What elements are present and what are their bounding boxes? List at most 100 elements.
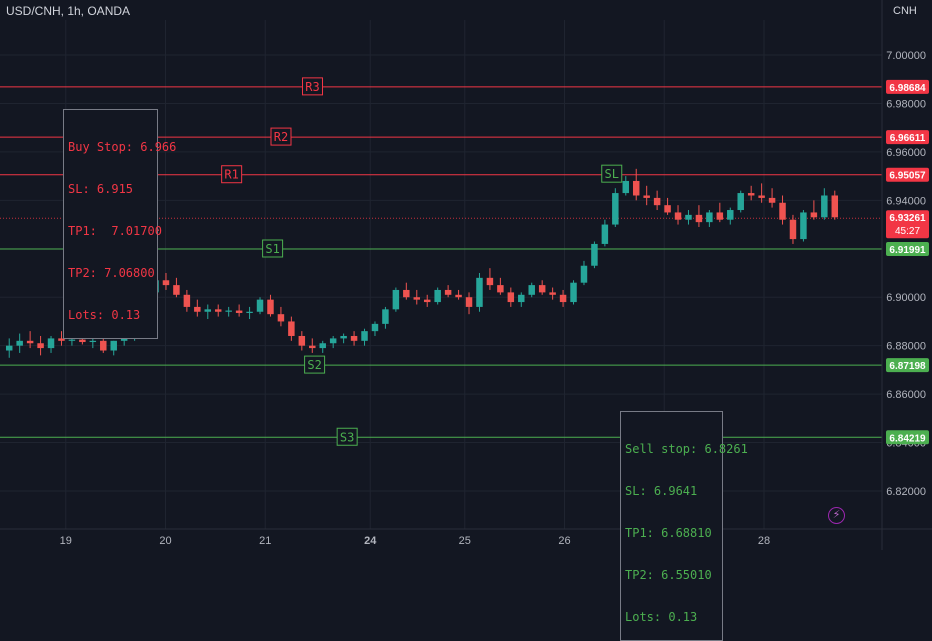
candle-up xyxy=(727,210,734,220)
candle-down xyxy=(267,299,274,315)
candle-up xyxy=(601,224,609,244)
time-tick-label: 28 xyxy=(758,535,770,547)
candle-down xyxy=(162,280,170,286)
candle-down xyxy=(549,292,556,295)
candle-down xyxy=(653,197,661,206)
candle-down xyxy=(643,195,650,198)
candle-up xyxy=(68,339,76,341)
candle-up xyxy=(434,289,441,303)
candle-down xyxy=(58,338,65,341)
time-axis[interactable]: 1920212425262728 xyxy=(0,528,932,547)
time-tick-label: 20 xyxy=(159,535,171,547)
candle-down xyxy=(26,340,34,344)
price-tick-label: 6.94000 xyxy=(886,195,926,207)
candle-up xyxy=(580,265,588,283)
candle-down xyxy=(37,343,44,349)
candle-down xyxy=(173,285,180,295)
candle-down xyxy=(497,285,504,293)
candle-down xyxy=(507,292,515,303)
price-tick-label: 6.90000 xyxy=(886,292,926,304)
candle-down xyxy=(768,197,776,203)
candle-down xyxy=(413,297,421,300)
candle-up xyxy=(706,212,713,223)
candle-down xyxy=(674,212,682,220)
buy-stop-note: Buy Stop: 6.966 SL: 6.915 TP1: 7.01700 T… xyxy=(63,109,177,339)
candle-down xyxy=(79,339,86,343)
candle-up xyxy=(685,214,692,220)
price-tick-label: 6.86000 xyxy=(886,389,926,401)
flash-icon[interactable]: ⚡ xyxy=(828,507,845,524)
candle-up xyxy=(329,338,337,344)
currency-label: CNH xyxy=(893,5,917,17)
candle-up xyxy=(392,289,400,310)
candle-up xyxy=(5,345,13,351)
candle-down xyxy=(538,285,546,293)
candle-up xyxy=(47,338,55,349)
candle-up xyxy=(225,310,232,312)
candle-down xyxy=(758,195,765,198)
candle-up xyxy=(518,294,525,303)
buy-note-line: TP1: 7.01700 xyxy=(68,224,162,238)
level-price-label: 6.95057 xyxy=(889,171,926,182)
candle-down xyxy=(789,219,797,240)
level-price-badge xyxy=(886,167,929,182)
level-tag-s1: S1 xyxy=(265,242,279,256)
candle-down xyxy=(403,289,410,298)
candle-up xyxy=(340,335,347,339)
candle-up xyxy=(110,340,117,351)
candle-down xyxy=(309,345,316,349)
candle-up xyxy=(737,193,744,211)
candle-down xyxy=(831,195,839,218)
time-tick-label: 25 xyxy=(459,535,471,547)
level-price-label: 6.96611 xyxy=(890,133,926,144)
candle-up xyxy=(204,309,212,312)
candle-down xyxy=(194,306,201,312)
candle-down xyxy=(779,202,786,220)
level-price-label: 6.91991 xyxy=(889,245,926,256)
time-tick-label: 19 xyxy=(60,535,72,547)
buy-note-line: SL: 6.915 xyxy=(68,182,134,196)
candle-up xyxy=(612,193,619,225)
level-price-label: 6.87198 xyxy=(889,361,926,372)
candle-up xyxy=(16,340,23,346)
sell-note-line: TP2: 6.55010 xyxy=(625,568,712,582)
candle-down xyxy=(559,294,567,303)
candle-up xyxy=(622,180,630,194)
symbol-title[interactable]: USD/CNH, 1h, OANDA xyxy=(6,4,131,18)
time-tick-label: 24 xyxy=(364,535,377,547)
bar-countdown: 45:27 xyxy=(895,226,920,237)
level-tag-r1: R1 xyxy=(224,168,238,182)
candle-up xyxy=(476,277,483,307)
level-price-label: 6.84219 xyxy=(889,433,926,444)
candle-down xyxy=(100,340,107,351)
time-tick-label: 26 xyxy=(558,535,570,547)
candle-down xyxy=(288,321,295,336)
candle-up xyxy=(361,331,368,341)
candle-down xyxy=(632,180,640,196)
level-price-badge xyxy=(886,241,929,256)
level-tag-r3: R3 xyxy=(305,80,319,94)
price-tick-label: 6.88000 xyxy=(886,341,926,353)
level-tag-s3: S3 xyxy=(340,430,354,444)
sell-stop-note: Sell stop: 6.8261 SL: 6.9641 TP1: 6.6881… xyxy=(620,411,748,641)
current-price-badge xyxy=(886,210,929,239)
price-tick-label: 7.00000 xyxy=(886,50,926,62)
level-tag-r2: R2 xyxy=(274,130,288,144)
level-price-badge xyxy=(886,130,929,145)
candle-down xyxy=(695,214,703,223)
level-tag-box xyxy=(304,355,326,374)
candle-down xyxy=(810,212,818,218)
candle-down xyxy=(350,335,358,341)
candle-down xyxy=(277,314,285,322)
price-axis[interactable]: 6.820006.840006.860006.880006.900006.920… xyxy=(881,0,929,550)
buy-note-line: TP2: 7.06800 xyxy=(68,266,155,280)
candle-up xyxy=(89,340,97,343)
level-price-badge xyxy=(886,79,929,94)
price-tick-label: 6.82000 xyxy=(886,486,926,498)
candle-up xyxy=(256,299,264,312)
buy-note-line: Buy Stop: 6.966 xyxy=(68,140,177,154)
candle-down xyxy=(455,294,462,298)
candle-down xyxy=(183,294,191,307)
sell-note-line: Sell stop: 6.8261 xyxy=(625,442,748,456)
level-tag-box xyxy=(270,127,292,146)
